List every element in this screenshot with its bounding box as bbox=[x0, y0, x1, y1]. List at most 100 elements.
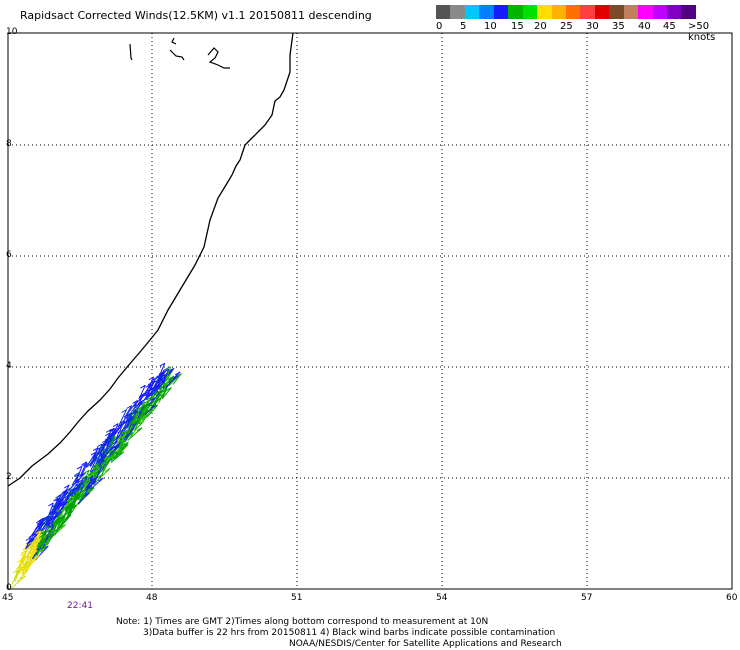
wind-barb-flag bbox=[44, 515, 51, 520]
wind-barb bbox=[72, 478, 81, 491]
wind-barb bbox=[69, 480, 84, 495]
wind-barb bbox=[14, 565, 22, 582]
wind-barb-flag bbox=[172, 375, 178, 380]
wind-barb bbox=[172, 373, 182, 385]
colorbar-swatch bbox=[508, 5, 523, 19]
wind-barb-flag bbox=[138, 412, 145, 417]
wind-barb-flag bbox=[159, 362, 166, 367]
wind-barb bbox=[86, 451, 97, 468]
colorbar-swatch bbox=[667, 5, 682, 19]
wind-barb bbox=[168, 374, 180, 386]
wind-barb bbox=[77, 492, 90, 505]
wind-barb-flag bbox=[132, 427, 138, 431]
wind-barb bbox=[114, 444, 129, 460]
wind-barb-flag bbox=[62, 500, 68, 505]
wind-barb bbox=[155, 380, 165, 392]
island-outlines bbox=[129, 37, 230, 69]
wind-barb-flag bbox=[74, 472, 80, 477]
wind-barb-flag bbox=[136, 427, 143, 432]
wind-barb-flag bbox=[59, 501, 66, 506]
wind-barb bbox=[57, 492, 69, 505]
wind-barb bbox=[144, 404, 157, 416]
wind-barb-flag bbox=[93, 470, 100, 475]
wind-barb bbox=[36, 537, 46, 553]
wind-barb-flag bbox=[46, 518, 53, 523]
colorbar-tick-label: 40 bbox=[638, 21, 651, 32]
wind-barb bbox=[40, 515, 51, 533]
map-gridlines bbox=[8, 33, 732, 589]
wind-barb bbox=[102, 456, 110, 473]
wind-barb-flag bbox=[66, 486, 73, 491]
wind-barb bbox=[125, 400, 138, 417]
wind-barb-flag bbox=[128, 416, 135, 421]
wind-barb bbox=[111, 444, 125, 458]
wind-barb-flag bbox=[163, 368, 170, 373]
x-axis-tick-label: 45 bbox=[2, 593, 14, 603]
wind-barb-flag bbox=[165, 366, 172, 371]
y-axis-tick-label: 6 bbox=[6, 250, 12, 260]
wind-barb bbox=[143, 384, 152, 396]
wind-barb-flag bbox=[38, 529, 45, 534]
colorbar-swatch bbox=[537, 5, 552, 19]
wind-barb-flag bbox=[108, 427, 115, 432]
wind-barb-flag bbox=[92, 462, 99, 467]
note-line-2: 3)Data buffer is 22 hrs from 20150811 4)… bbox=[143, 628, 556, 638]
wind-barb-flag bbox=[71, 493, 78, 498]
wind-barb bbox=[115, 441, 129, 455]
wind-barb bbox=[64, 494, 74, 512]
y-axis-tick-label: 0 bbox=[6, 583, 12, 593]
wind-barb bbox=[83, 480, 97, 493]
x-axis-tick-label: 60 bbox=[726, 593, 738, 603]
colorbar-tick-label: 25 bbox=[560, 21, 573, 32]
wind-barb-flag bbox=[147, 401, 154, 406]
wind-barb bbox=[41, 540, 50, 552]
wind-barb-flag bbox=[20, 575, 27, 580]
wind-barb-flag bbox=[90, 451, 97, 456]
wind-barb-flag bbox=[96, 474, 103, 479]
wind-barb-flag bbox=[92, 447, 99, 452]
wind-barb-flag bbox=[122, 443, 129, 448]
wind-barb-flag bbox=[101, 464, 108, 469]
wind-barb-flag bbox=[155, 390, 162, 395]
wind-barb bbox=[157, 382, 169, 400]
wind-barb-flag bbox=[46, 528, 52, 533]
colorbar-tick-label: 20 bbox=[534, 21, 547, 32]
wind-barb bbox=[120, 419, 129, 434]
wind-barb-flag bbox=[81, 461, 87, 466]
wind-barb bbox=[30, 521, 43, 537]
coastline bbox=[7, 32, 294, 487]
wind-barb-flag bbox=[135, 407, 142, 411]
wind-barb bbox=[129, 411, 137, 429]
wind-barb bbox=[99, 439, 108, 455]
colorbar-tick-label: 5 bbox=[460, 21, 467, 32]
wind-barb bbox=[164, 366, 172, 382]
wind-barb-flag bbox=[109, 454, 115, 459]
wind-barb bbox=[161, 387, 172, 400]
wind-barb-flag bbox=[107, 436, 114, 441]
x-axis-tick-label: 48 bbox=[146, 593, 158, 603]
colorbar-swatch bbox=[493, 5, 509, 19]
x-axis-tick-label: 54 bbox=[436, 593, 448, 603]
wind-barb bbox=[59, 514, 72, 529]
y-axis-tick-label: 4 bbox=[6, 361, 12, 371]
colorbar-swatch bbox=[609, 5, 624, 19]
wind-barb bbox=[132, 407, 142, 424]
wind-barb-flag bbox=[87, 476, 94, 480]
colorbar-swatch bbox=[479, 5, 494, 19]
wind-barb-flag bbox=[83, 469, 90, 474]
wind-barb bbox=[144, 401, 154, 413]
wind-barb-flag bbox=[23, 567, 30, 572]
wind-barb-flag bbox=[52, 520, 59, 525]
wind-barb bbox=[29, 530, 42, 548]
colorbar-swatch bbox=[580, 5, 595, 19]
colorbar-swatch bbox=[450, 5, 465, 19]
wind-barb bbox=[142, 396, 152, 412]
colorbar-swatch bbox=[565, 5, 581, 19]
wind-barb-flag bbox=[139, 393, 145, 398]
note-line-1: Note: 1) Times are GMT 2)Times along bot… bbox=[116, 617, 489, 627]
y-axis-tick-label: 2 bbox=[6, 472, 12, 482]
wind-barb bbox=[154, 390, 162, 406]
wind-barb-flag bbox=[35, 530, 41, 535]
wind-barbs bbox=[10, 362, 182, 589]
wind-barb bbox=[91, 447, 99, 463]
